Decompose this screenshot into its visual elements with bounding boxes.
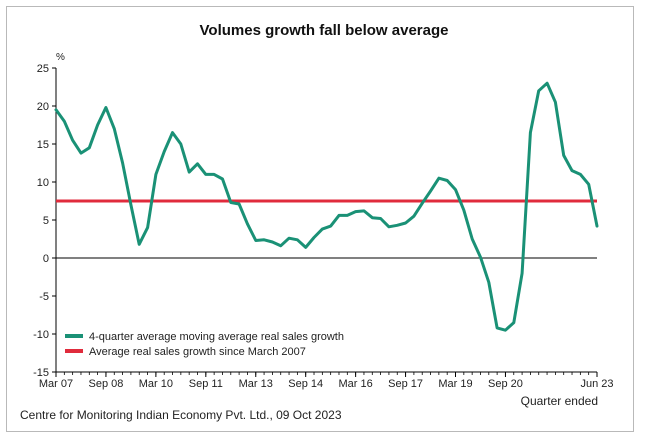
y-tick-label: 25 — [37, 63, 49, 75]
y-tick-label: 5 — [43, 215, 49, 227]
y-tick-label: -10 — [33, 329, 49, 341]
chart-title: Volumes growth fall below average — [199, 22, 449, 39]
source-note: Centre for Monitoring Indian Economy Pvt… — [20, 408, 342, 422]
x-tick-label: Sep 14 — [288, 378, 323, 390]
x-tick-label: Mar 07 — [39, 378, 73, 390]
y-tick-label: 15 — [37, 139, 49, 151]
x-tick-label: Sep 20 — [488, 378, 523, 390]
x-tick-label: Jun 23 — [580, 378, 613, 390]
x-tick-label: Sep 17 — [388, 378, 423, 390]
x-tick-label: Sep 08 — [89, 378, 124, 390]
x-tick-label: Mar 19 — [438, 378, 472, 390]
x-axis-label: Quarter ended — [520, 394, 598, 408]
y-tick-label: 20 — [37, 101, 49, 113]
x-tick-label: Mar 13 — [239, 378, 273, 390]
growth-line — [54, 81, 599, 332]
y-tick-label: 10 — [37, 177, 49, 189]
x-tick-label: Mar 16 — [339, 378, 373, 390]
y-tick-label: -15 — [33, 367, 49, 379]
y-tick-label: 0 — [43, 253, 49, 265]
x-tick-label: Sep 11 — [189, 378, 223, 390]
legend-label: 4-quarter average moving average real sa… — [89, 331, 344, 343]
y-tick-label: -5 — [39, 291, 49, 303]
chart-frame — [6, 6, 634, 432]
y-axis-unit: % — [56, 52, 65, 63]
legend-label: Average real sales growth since March 20… — [89, 346, 306, 358]
x-tick-label: Mar 10 — [139, 378, 173, 390]
